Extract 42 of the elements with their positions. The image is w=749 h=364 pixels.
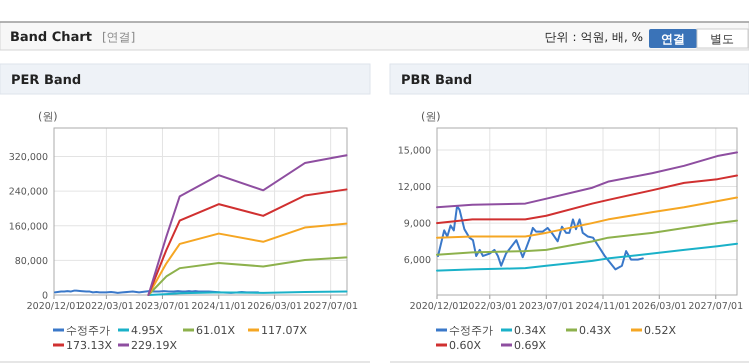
- legend-label: 229.19X: [131, 339, 178, 352]
- text: [연결]: [102, 30, 136, 44]
- x-tick-label: 2026/03/01: [247, 301, 302, 312]
- legend-label: 117.07X: [261, 324, 308, 337]
- y-tick-label: 0: [42, 290, 48, 302]
- x-tick-label: 2027/07/01: [303, 301, 358, 312]
- x-tick-label: 2020/12/01: [26, 301, 82, 312]
- y-axis-title: (원): [38, 110, 58, 123]
- x-tick-label: 2023/07/01: [518, 301, 574, 312]
- legend-label: 61.01X: [196, 324, 236, 337]
- legend-label: 0.34X: [514, 324, 546, 337]
- chart-title: PER Band: [11, 73, 82, 88]
- text: 단위 : 억원, 배, %: [544, 30, 643, 44]
- x-tick-label: 2027/07/01: [688, 301, 744, 312]
- y-tick-label: 12,000: [398, 182, 431, 194]
- legend-label: 0.43X: [579, 324, 612, 337]
- button-active: 연결: [649, 29, 697, 48]
- button: 별도: [696, 28, 748, 48]
- legend-label: 0.60X: [449, 339, 482, 352]
- x-tick-label: 2022/03/01: [79, 301, 134, 312]
- x-tick-label: 2020/12/01: [410, 301, 464, 312]
- legend-label: 수정주가: [449, 324, 493, 337]
- legend-label: 4.95X: [131, 324, 164, 337]
- y-tick-label: 15,000: [398, 145, 431, 156]
- x-tick-label: 2024/11/01: [576, 301, 630, 312]
- x-tick-label: 2026/03/01: [632, 301, 687, 312]
- y-tick-label: 320,000: [8, 152, 48, 164]
- text: Band Chart: [10, 30, 92, 45]
- y-tick-label: 240,000: [8, 186, 48, 198]
- chart-title: PBR Band: [401, 73, 472, 88]
- legend-label: 173.13X: [66, 339, 112, 352]
- x-tick-label: 2024/11/01: [191, 301, 246, 312]
- x-tick-label: 2023/07/01: [135, 301, 190, 312]
- legend-label: 0.52X: [644, 324, 676, 337]
- y-axis-title: (원): [421, 110, 441, 123]
- legend-label: 수정주가: [66, 324, 110, 337]
- y-tick-label: 9,000: [404, 218, 431, 230]
- legend-label: 0.69X: [514, 339, 546, 352]
- y-tick-label: 80,000: [14, 256, 48, 267]
- x-tick-label: 2022/03/01: [462, 301, 518, 312]
- y-tick-label: 160,000: [8, 221, 48, 232]
- y-tick-label: 6,000: [404, 255, 431, 266]
